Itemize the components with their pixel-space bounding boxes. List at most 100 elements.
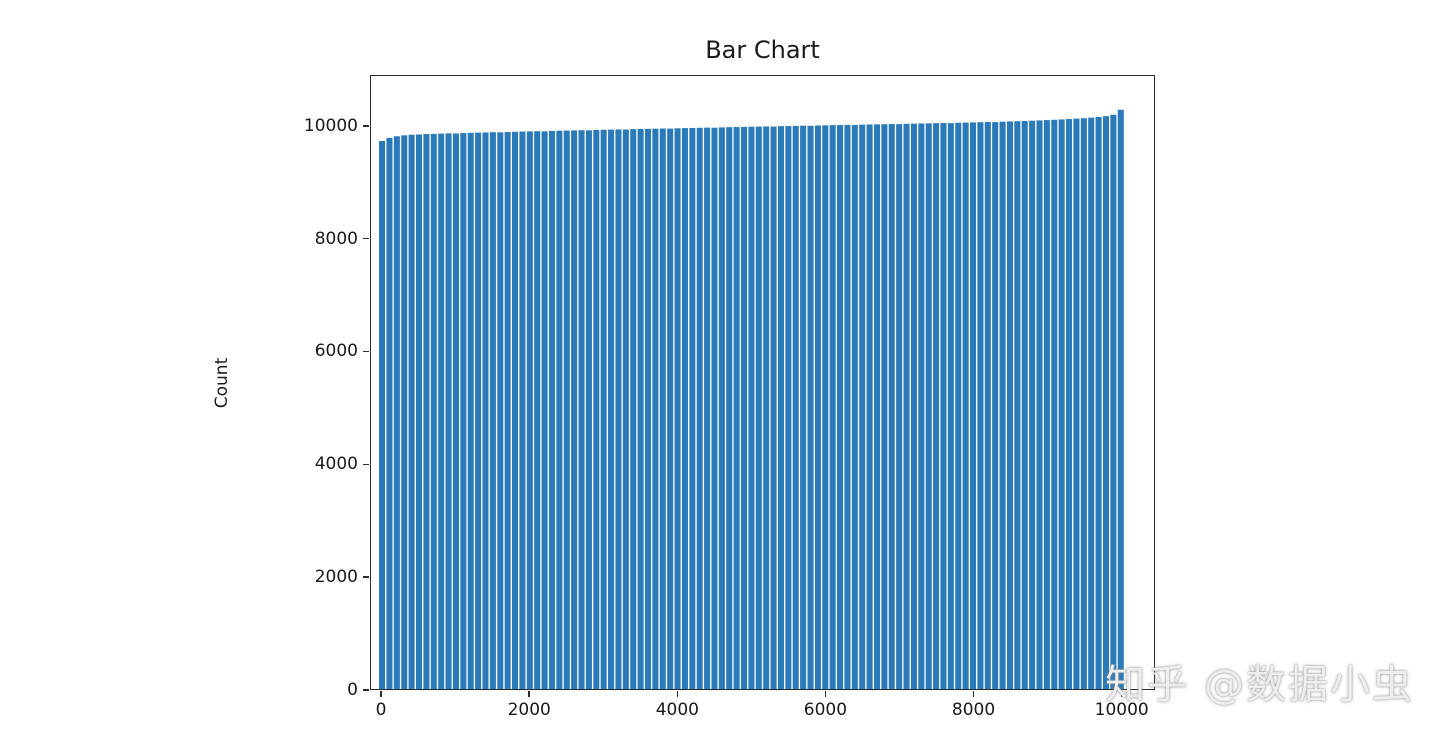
bar	[792, 125, 799, 689]
x-tick-label: 10000	[1094, 700, 1149, 720]
bar	[430, 133, 437, 689]
x-tick-mark	[676, 691, 679, 697]
bar	[696, 127, 703, 689]
bar	[888, 124, 895, 689]
bar	[541, 131, 548, 689]
bar	[992, 122, 999, 689]
bar	[785, 126, 792, 689]
bar	[859, 124, 866, 689]
y-tick-label: 2000	[314, 567, 358, 588]
bar	[962, 122, 969, 689]
bar	[851, 124, 858, 689]
bar	[534, 131, 541, 689]
bar	[674, 128, 681, 689]
y-tick-label: 10000	[303, 115, 358, 136]
bar	[1066, 119, 1073, 689]
bar	[1014, 121, 1021, 689]
bar	[615, 129, 622, 689]
bar	[512, 131, 519, 689]
bar	[460, 133, 467, 689]
bar	[733, 127, 740, 689]
bar	[600, 129, 607, 689]
plot-area	[370, 75, 1155, 690]
bar	[585, 130, 592, 689]
bar	[903, 123, 910, 689]
bar	[755, 126, 762, 689]
bar	[526, 131, 533, 689]
x-tick-mark	[380, 691, 382, 697]
bar	[379, 140, 386, 689]
bar	[393, 136, 400, 689]
bar	[829, 125, 836, 689]
bar	[940, 123, 947, 689]
bar	[438, 133, 445, 689]
y-axis-label: Count	[212, 357, 232, 409]
bar	[814, 125, 821, 689]
bar	[822, 125, 829, 689]
bar	[1058, 119, 1065, 689]
bar	[548, 130, 555, 689]
bar	[659, 128, 666, 689]
bar	[489, 132, 496, 689]
bar	[910, 123, 917, 689]
y-tick-label: 0	[347, 680, 358, 700]
bar	[1029, 120, 1036, 689]
bar	[452, 133, 459, 689]
bar	[704, 127, 711, 689]
bar	[482, 132, 489, 689]
x-tick-mark	[528, 691, 530, 697]
bar	[578, 130, 585, 689]
bar	[593, 129, 600, 689]
bar	[844, 124, 851, 689]
bar	[873, 124, 881, 689]
bar-series	[379, 109, 1124, 689]
bar	[763, 126, 770, 689]
bar	[748, 126, 755, 689]
y-tick-mark	[363, 125, 369, 127]
y-tick-mark	[363, 350, 369, 353]
bar	[467, 132, 474, 689]
x-tick-label: 4000	[655, 700, 699, 720]
bar	[401, 135, 408, 689]
bar	[689, 127, 696, 689]
y-tick-mark	[363, 237, 369, 240]
bar	[1110, 114, 1117, 689]
bar	[1036, 120, 1043, 689]
bar	[807, 125, 814, 689]
x-tick-label: 0	[375, 700, 387, 720]
bar	[741, 126, 748, 689]
bar	[652, 128, 659, 689]
bar	[1102, 116, 1110, 689]
y-tick-mark	[363, 576, 369, 578]
bar	[630, 129, 637, 689]
chart-title: Bar Chart	[705, 36, 820, 64]
bar	[497, 132, 504, 689]
bar	[925, 123, 932, 689]
bar	[475, 132, 482, 689]
bar	[644, 128, 652, 689]
bar	[955, 122, 962, 689]
bar	[881, 124, 888, 689]
bar	[563, 130, 570, 689]
y-tick-label: 8000	[314, 228, 358, 249]
bar	[1006, 121, 1013, 689]
bar	[408, 134, 415, 689]
x-tick-label: 2000	[507, 700, 551, 720]
bar	[622, 129, 629, 689]
bar	[1073, 118, 1080, 689]
bar	[718, 127, 725, 689]
bar	[1088, 117, 1095, 689]
bar	[423, 134, 430, 689]
bar	[777, 126, 784, 689]
bar	[837, 125, 844, 689]
bar	[556, 130, 563, 689]
bar	[896, 124, 903, 689]
bar	[977, 122, 984, 689]
x-tick-mark	[1120, 691, 1123, 697]
x-tick-mark	[972, 691, 975, 697]
bar	[1043, 120, 1050, 689]
bar	[933, 123, 940, 689]
bar	[445, 133, 452, 689]
y-tick-mark	[363, 689, 369, 691]
